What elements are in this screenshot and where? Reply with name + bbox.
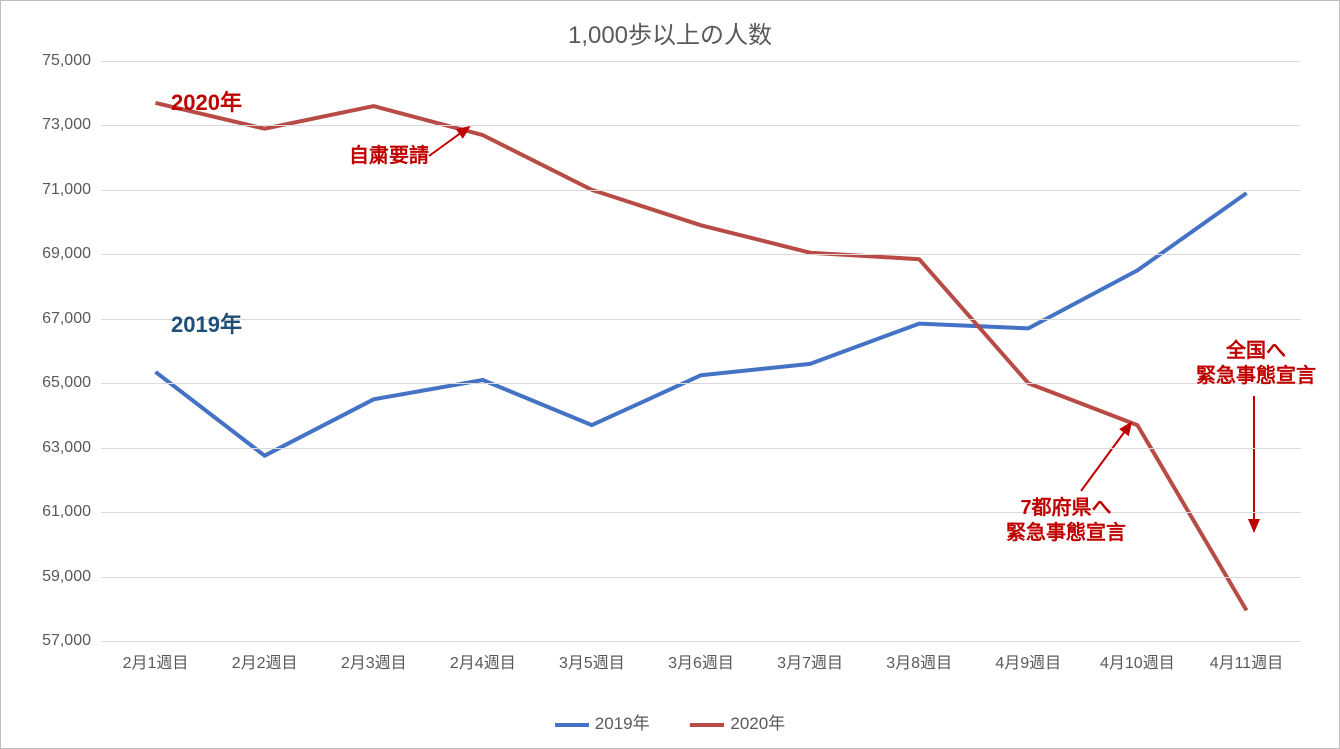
gridline [101, 319, 1301, 320]
legend: 2019年 2020年 [1, 709, 1339, 734]
annotation-label: 自粛要請 [349, 144, 429, 169]
legend-swatch-2020 [690, 723, 724, 727]
gridline [101, 190, 1301, 191]
gridline [101, 61, 1301, 62]
x-axis-label: 4月11週目 [1210, 649, 1284, 673]
x-axis-label: 2月2週目 [232, 649, 298, 673]
gridline [101, 577, 1301, 578]
annotation-arrow [1081, 423, 1131, 491]
annotation-label: 2020年 [171, 89, 242, 117]
x-axis-label: 3月7週目 [777, 649, 843, 673]
gridline [101, 641, 1301, 642]
legend-item-2020: 2020年 [690, 709, 785, 734]
x-axis-label: 4月10週目 [1100, 649, 1175, 673]
legend-label-2020: 2020年 [730, 714, 785, 733]
x-axis-label: 2月1週目 [123, 649, 189, 673]
y-axis-label: 67,000 [11, 310, 91, 328]
y-axis-label: 75,000 [11, 52, 91, 70]
gridline [101, 254, 1301, 255]
annotation-arrow [429, 127, 469, 156]
legend-label-2019: 2019年 [595, 714, 650, 733]
series-line [156, 193, 1247, 456]
annotation-label: 7都府県へ緊急事態宣言 [1006, 496, 1126, 546]
y-axis-label: 71,000 [11, 181, 91, 199]
y-axis-label: 65,000 [11, 374, 91, 392]
y-axis-label: 61,000 [11, 503, 91, 521]
x-axis-label: 3月5週目 [559, 649, 625, 673]
chart-container: 1,000歩以上の人数 2019年 2020年 57,000 59,000 61,0… [0, 0, 1340, 749]
chart-svg [101, 61, 1301, 641]
x-axis-label: 4月9週目 [995, 649, 1061, 673]
legend-swatch-2019 [555, 723, 589, 727]
x-axis-label: 2月4週目 [450, 649, 516, 673]
x-axis-label: 2月3週目 [341, 649, 407, 673]
x-axis-label: 3月8週目 [886, 649, 952, 673]
y-axis-label: 73,000 [11, 116, 91, 134]
annotation-label: 全国へ緊急事態宣言 [1196, 339, 1316, 389]
plot-area [101, 61, 1301, 641]
y-axis-label: 59,000 [11, 568, 91, 586]
gridline [101, 125, 1301, 126]
x-axis-label: 3月6週目 [668, 649, 734, 673]
y-axis-label: 57,000 [11, 632, 91, 650]
annotation-label: 2019年 [171, 311, 242, 339]
legend-item-2019: 2019年 [555, 709, 650, 734]
chart-title: 1,000歩以上の人数 [1, 15, 1339, 50]
gridline [101, 448, 1301, 449]
y-axis-label: 69,000 [11, 245, 91, 263]
y-axis-label: 63,000 [11, 439, 91, 457]
gridline [101, 383, 1301, 384]
